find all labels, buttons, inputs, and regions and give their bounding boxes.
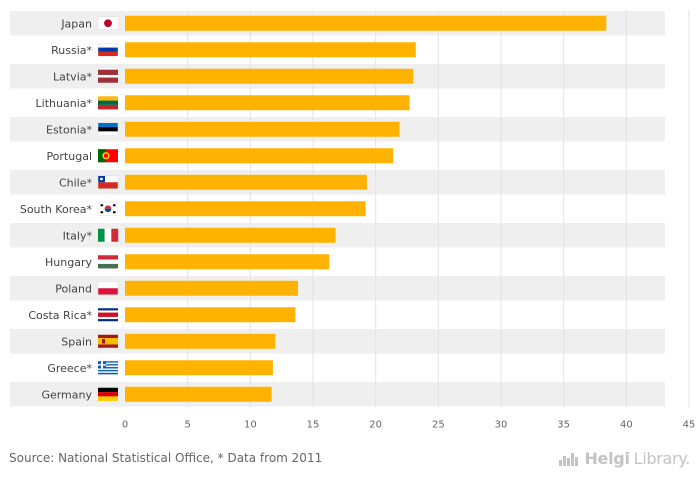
- bar: [125, 386, 272, 402]
- hungary-flag-icon: [98, 255, 118, 269]
- logo-text-helgi: Helgi: [584, 449, 630, 468]
- bar: [125, 201, 366, 217]
- bar: [125, 333, 276, 349]
- category-label: Greece*: [47, 362, 92, 375]
- bar: [125, 68, 414, 84]
- latvia-flag-icon: [98, 69, 118, 83]
- x-tick-label: 15: [307, 420, 320, 431]
- category-label: Italy*: [63, 229, 93, 242]
- category-label: Spain: [61, 335, 92, 348]
- category-label: Hungary: [45, 256, 92, 269]
- south-korea-flag-icon: [97, 202, 119, 216]
- logo-text-library: Library.: [633, 449, 691, 468]
- costa-rica-flag-icon: [98, 308, 118, 322]
- category-label: Germany: [41, 388, 92, 401]
- bar: [125, 227, 336, 243]
- x-tick-label: 10: [244, 420, 257, 431]
- category-label: Japan: [60, 17, 92, 30]
- source-note: Source: National Statistical Office, * D…: [9, 451, 323, 465]
- bar: [125, 307, 296, 323]
- category-label: Latvia*: [53, 70, 92, 83]
- x-tick-label: 20: [369, 420, 382, 431]
- bar: [125, 95, 410, 111]
- greece-flag-icon: [98, 361, 118, 375]
- x-tick-label: 35: [557, 420, 570, 431]
- x-tick-label: 25: [432, 420, 445, 431]
- bar: [125, 121, 400, 137]
- bar-chart: Japan Russia* Latvia* Lithuania* Estonia* Por…: [10, 10, 696, 431]
- x-tick-label: 5: [184, 420, 190, 431]
- italy-flag-icon: [98, 228, 119, 242]
- category-label: Russia*: [51, 44, 92, 57]
- bar: [125, 360, 273, 376]
- x-tick-label: 45: [683, 420, 696, 431]
- bar-chart-logo-icon: [559, 452, 579, 466]
- lithuania-flag-icon: [98, 96, 118, 110]
- row-band: [10, 276, 665, 301]
- row-band: [10, 329, 665, 354]
- estonia-flag-icon: [97, 122, 119, 136]
- portugal-flag-icon: [98, 149, 118, 163]
- category-label: Portugal: [46, 150, 92, 163]
- category-label: Estonia*: [46, 123, 92, 136]
- category-label: Lithuania*: [36, 97, 93, 110]
- japan-flag-icon: [97, 16, 119, 30]
- bar: [125, 174, 367, 190]
- spain-flag-icon: [98, 334, 118, 348]
- category-label: Poland: [55, 282, 92, 295]
- row-band: [10, 382, 665, 407]
- x-tick-label: 0: [122, 420, 128, 431]
- poland-flag-icon: [97, 281, 119, 295]
- russia-flag-icon: [97, 43, 119, 57]
- bar: [125, 148, 394, 164]
- bar: [125, 254, 330, 270]
- helgilibrary-logo[interactable]: Helgi Library.: [558, 449, 690, 468]
- germany-flag-icon: [98, 387, 118, 401]
- category-label: Chile*: [59, 176, 93, 189]
- category-label: South Korea*: [20, 203, 93, 216]
- row-band: [10, 223, 665, 248]
- category-label: Costa Rica*: [28, 309, 92, 322]
- bar: [125, 15, 607, 31]
- chile-flag-icon: [97, 175, 119, 189]
- bar: [125, 280, 298, 296]
- x-tick-label: 30: [495, 420, 508, 431]
- x-tick-label: 40: [620, 420, 633, 431]
- bar: [125, 42, 416, 58]
